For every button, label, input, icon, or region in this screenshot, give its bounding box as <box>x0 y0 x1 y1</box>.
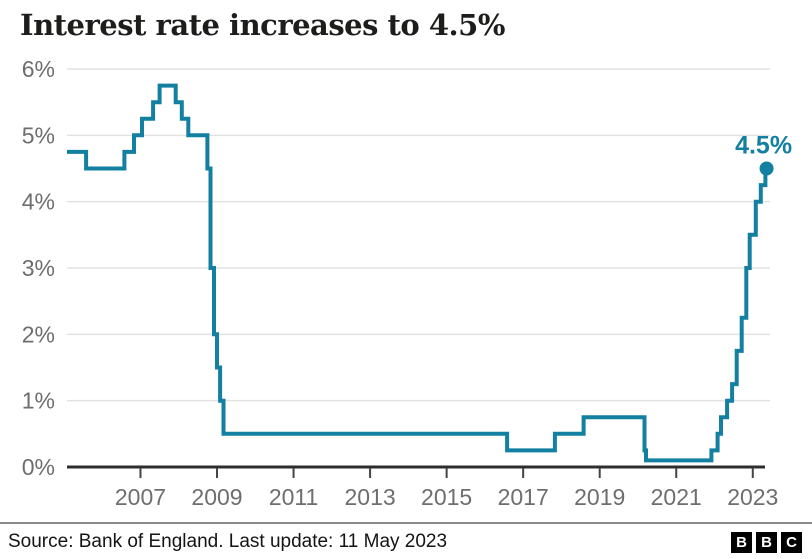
y-axis-label: 6% <box>22 56 55 82</box>
bbc-logo-letter: C <box>781 531 802 553</box>
bbc-logo-letter: B <box>731 531 752 553</box>
y-axis-label: 3% <box>22 255 55 281</box>
end-point-label: 4.5% <box>735 132 792 160</box>
bbc-logo: B B C <box>731 531 802 553</box>
rate-chart: 0% 1% 2% 3% 4% 5% 6% 2007 2009 2011 2013 2015 2017 20… <box>22 56 792 510</box>
x-axis-label: 2019 <box>574 484 625 510</box>
y-axis-label: 5% <box>22 122 55 148</box>
y-axis-label: 4% <box>22 189 55 215</box>
source-text: Source: Bank of England. Last update: 11… <box>8 531 448 552</box>
x-axis-label: 2007 <box>115 484 166 510</box>
y-axis-label: 0% <box>22 454 55 480</box>
x-axis-label: 2017 <box>498 484 549 510</box>
x-axis-label: 2023 <box>727 484 778 510</box>
x-axis-label: 2011 <box>269 484 318 510</box>
end-point-dot <box>759 161 774 176</box>
y-axis-label: 1% <box>22 388 55 414</box>
bbc-logo-letter: B <box>756 531 777 553</box>
x-axis-label: 2015 <box>421 484 472 510</box>
y-axis-label: 2% <box>22 321 55 347</box>
x-axis-label: 2013 <box>345 484 396 510</box>
x-axis-label: 2009 <box>191 484 242 510</box>
rate-line <box>67 83 768 463</box>
footer-bar: Source: Bank of England. Last update: 11… <box>0 522 812 559</box>
chart-title: Interest rate increases to 4.5% <box>20 8 505 42</box>
x-axis-label: 2021 <box>651 484 702 510</box>
